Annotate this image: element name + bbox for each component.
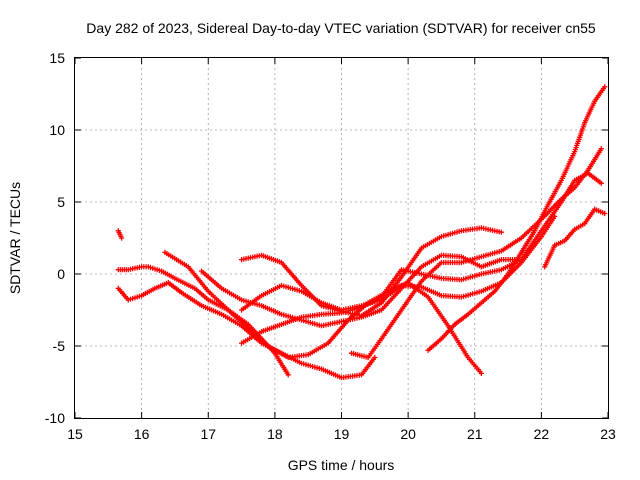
series-trace-3 xyxy=(115,280,378,381)
x-tick-label: 22 xyxy=(534,426,550,442)
series-trace-9 xyxy=(348,146,604,361)
y-tick-label: -5 xyxy=(53,338,66,354)
y-tick-label: 15 xyxy=(49,50,65,66)
data-point xyxy=(598,180,604,186)
y-tick-label: 5 xyxy=(57,194,65,210)
x-tick-label: 20 xyxy=(400,426,416,442)
data-point xyxy=(285,372,291,378)
x-tick-labels: 15 16 17 18 19 20 21 22 23 xyxy=(67,426,616,442)
series-trace-11 xyxy=(542,206,608,270)
chart-title: Day 282 of 2023, Sidereal Day-to-day VTE… xyxy=(86,20,596,36)
x-tick-label: 16 xyxy=(134,426,150,442)
x-axis-label: GPS time / hours xyxy=(288,457,395,473)
series-trace-5 xyxy=(199,252,518,329)
grid-lines xyxy=(75,58,608,418)
y-tick-label: -10 xyxy=(45,410,65,426)
data-point xyxy=(602,84,608,90)
data-point xyxy=(119,235,125,241)
data-series xyxy=(115,84,608,381)
data-point xyxy=(478,370,484,376)
x-tick-label: 15 xyxy=(67,426,83,442)
series-trace-2 xyxy=(115,264,291,378)
data-point xyxy=(602,210,608,217)
x-tick-label: 18 xyxy=(267,426,283,442)
x-tick-label: 23 xyxy=(600,426,616,442)
x-tick-label: 19 xyxy=(334,426,350,442)
data-point xyxy=(498,229,504,235)
y-axis-label: SDTVAR / TECUs xyxy=(7,182,23,294)
data-point xyxy=(598,146,604,152)
series-trace-10 xyxy=(425,84,608,353)
series-trace-1 xyxy=(115,228,125,241)
y-tick-labels: -10 -5 0 5 10 15 xyxy=(45,50,65,426)
data-point xyxy=(372,354,378,361)
axis-ticks xyxy=(74,57,609,419)
x-tick-label: 17 xyxy=(200,426,216,442)
y-tick-label: 0 xyxy=(57,266,65,282)
plot-frame xyxy=(74,57,609,419)
x-tick-label: 21 xyxy=(467,426,483,442)
y-tick-label: 10 xyxy=(49,122,65,138)
